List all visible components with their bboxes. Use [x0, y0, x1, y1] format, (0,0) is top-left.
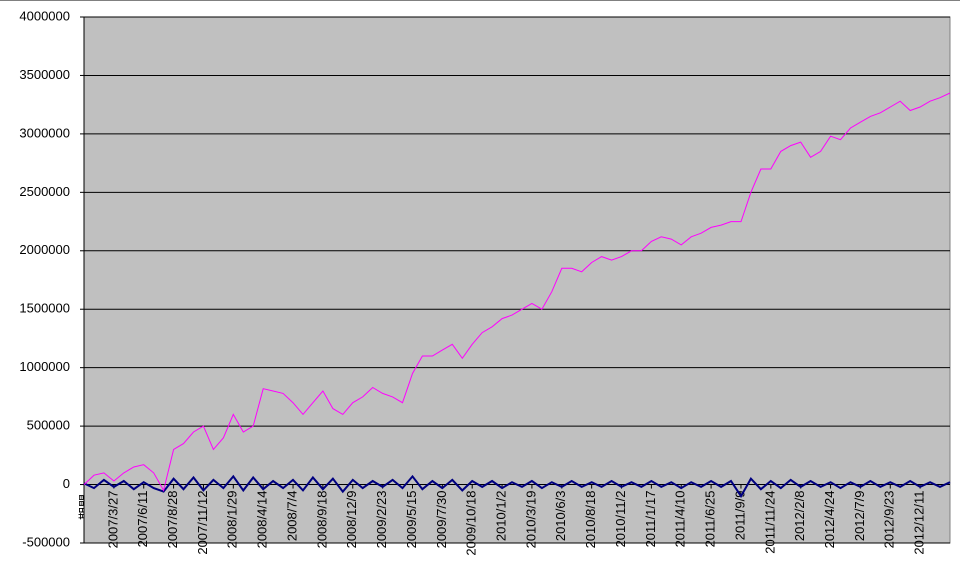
y-tick-label: 0 [63, 476, 70, 491]
x-tick-label: 2007/3/27 [105, 491, 120, 549]
x-tick-label: 2010/11/2 [613, 491, 628, 548]
y-tick-label: 2000000 [19, 242, 70, 257]
x-tick-label: 2008/12/9 [344, 491, 359, 549]
x-tick-label: 2011/6/25 [703, 491, 718, 548]
series-line [83, 92, 951, 492]
y-tick-label: 1000000 [19, 359, 70, 374]
series-line [83, 474, 951, 499]
x-tick-label: 2012/9/23 [882, 491, 897, 549]
x-tick-label: 2012/7/9 [852, 491, 867, 542]
x-tick-label: 2007/6/11 [135, 491, 150, 548]
x-tick-label: 2010/3/19 [523, 491, 538, 549]
x-tick-label: 2012/4/24 [822, 491, 837, 549]
x-tick-label: 2008/1/29 [225, 491, 240, 549]
x-tick-label: 2010/1/2 [494, 491, 509, 542]
y-tick-label: 1500000 [19, 301, 70, 316]
x-tick-label: 2010/8/18 [583, 491, 598, 549]
plot-area [83, 16, 951, 544]
x-tick-label: 2009/7/30 [434, 491, 449, 549]
x-tick-label: 2007/8/28 [165, 491, 180, 549]
y-tick-label: 500000 [27, 418, 70, 433]
x-tick-label: 2007/11/12 [195, 491, 210, 555]
x-tick-label: 2011/4/10 [673, 491, 688, 548]
x-tick-label: 2009/5/15 [404, 491, 419, 549]
y-tick-label: 4000000 [19, 8, 70, 23]
x-tick-label: 2009/2/23 [374, 491, 389, 549]
x-tick-label: 2008/4/14 [255, 491, 270, 549]
x-tick-label: 2008/9/18 [314, 491, 329, 549]
x-tick-label: 2011/11/24 [762, 491, 777, 554]
x-tick-label: 2008/7/4 [284, 491, 299, 542]
x-tick-label: 2009/10/18 [464, 491, 479, 556]
x-tick-label: 2010/6/3 [553, 491, 568, 542]
y-tick-label: 3000000 [19, 125, 70, 140]
x-tick-label: 2012/2/8 [792, 491, 807, 542]
y-tick-label: 3500000 [19, 67, 70, 82]
x-tick-label: 2012/12/11 [912, 491, 927, 555]
y-tick-label: 2500000 [19, 184, 70, 199]
y-tick-label: -500000 [22, 534, 70, 549]
x-tick-label: 2011/9/9 [732, 491, 747, 541]
x-tick-label: 2011/1/17 [643, 491, 658, 548]
